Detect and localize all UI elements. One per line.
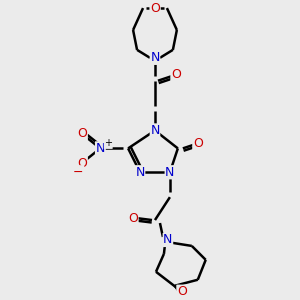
Text: N: N	[150, 51, 160, 64]
Text: O: O	[128, 212, 138, 225]
Text: N: N	[165, 166, 175, 179]
Text: N: N	[163, 233, 172, 247]
Text: O: O	[77, 127, 87, 140]
Text: N: N	[150, 124, 160, 137]
Text: O: O	[150, 2, 160, 15]
Text: N: N	[96, 142, 105, 155]
Text: N: N	[135, 166, 145, 179]
Text: +: +	[104, 138, 112, 148]
Text: O: O	[177, 285, 187, 298]
Text: −: −	[73, 166, 84, 179]
Text: O: O	[193, 137, 203, 150]
Text: O: O	[77, 157, 87, 170]
Text: O: O	[171, 68, 181, 81]
